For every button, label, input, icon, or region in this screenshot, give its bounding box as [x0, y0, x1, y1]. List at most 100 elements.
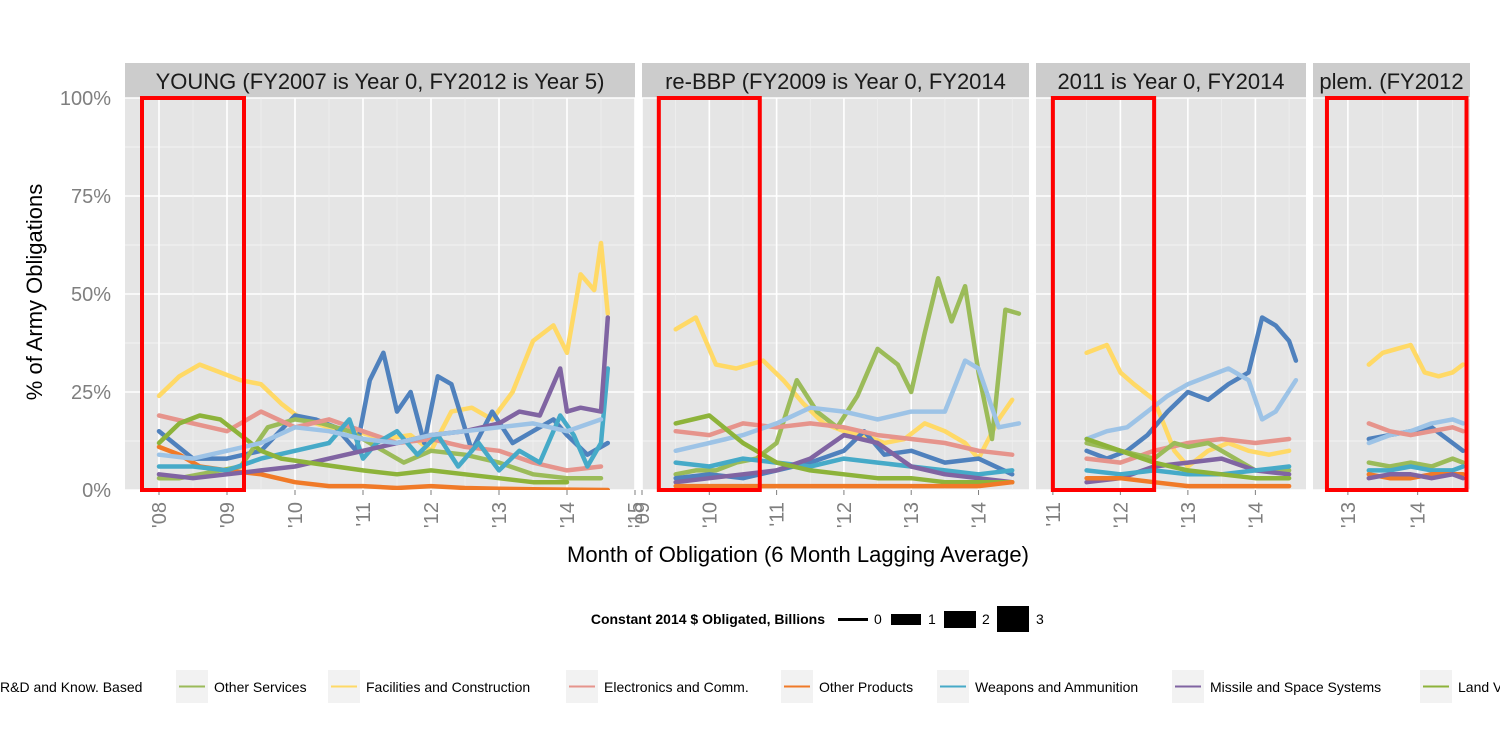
y-tick-label: 75%: [71, 186, 111, 208]
series-line: [1084, 464, 1292, 477]
x-tick-label: '12: [421, 502, 443, 528]
legend-label: Weapons and Ammunition: [975, 679, 1138, 695]
series-line: [1366, 456, 1466, 469]
facet-panel: re-BBP (FY2009 is Year 0, FY2014 '09 '10 '1…: [632, 63, 1029, 528]
facet-panel: plem. (FY2012 '13 '14: [1313, 63, 1470, 528]
series-group: [673, 276, 1022, 489]
x-tick-label: '12: [834, 502, 856, 528]
legend-item: Weapons and Ammunition: [937, 670, 1138, 703]
legend-item: Missile and Space Systems: [1172, 670, 1381, 703]
series-group: [1084, 315, 1299, 489]
y-axis-ticks: 0% 25% 50% 75% 100%: [60, 88, 111, 502]
series-line: [156, 417, 604, 461]
series-line: [1366, 342, 1466, 379]
highlight-box: [1324, 96, 1469, 492]
series-line: [1084, 436, 1292, 481]
size-legend-label: 2: [982, 611, 990, 627]
size-legend-title: Constant 2014 $ Obligated, Billions: [591, 611, 825, 627]
y-tick-label: 50%: [71, 284, 111, 306]
x-tick-label: '11: [767, 502, 789, 527]
y-tick-label: 0%: [82, 480, 111, 502]
series-line: [156, 413, 570, 485]
x-axis-title: Month of Obligation (6 Month Lagging Ave…: [567, 542, 1029, 567]
legend-label: Land Vehicles: [1458, 679, 1500, 695]
series-group: [156, 240, 611, 490]
series-line: [1084, 342, 1292, 469]
facet-strip: [125, 63, 635, 98]
legend-label: Other Services: [214, 679, 307, 695]
facet-panels: YOUNG (FY2007 is Year 0, FY2012 is Year …: [125, 63, 1470, 528]
x-tick-label: '11: [353, 502, 375, 527]
x-tick-label: '08: [149, 502, 171, 528]
series-line: [1366, 472, 1466, 481]
facet-strip-label: plem. (FY2012: [1319, 69, 1463, 94]
x-tick-label: '10: [699, 502, 721, 528]
facet-strip: [642, 63, 1029, 98]
facet-panel: 2011 is Year 0, FY2014 '11 '12 '13 '14: [1036, 63, 1306, 528]
series-line: [156, 366, 611, 473]
facet-strip-label: re-BBP (FY2009 is Year 0, FY2014: [665, 69, 1006, 94]
series-line: [1084, 366, 1299, 442]
category-legend: R&D and Know. Based Other Services Facilit…: [0, 670, 1500, 703]
legend-label: Missile and Space Systems: [1210, 679, 1381, 695]
size-legend-label: 3: [1036, 611, 1044, 627]
series-line: [673, 432, 1015, 485]
x-tick-label: '14: [969, 502, 991, 528]
y-axis-title: % of Army Obligations: [22, 184, 47, 400]
x-tick-label: '09: [632, 502, 654, 528]
series-line: [1084, 475, 1292, 489]
legend-item: Other Services: [176, 670, 307, 703]
legend-item: R&D and Know. Based: [0, 679, 142, 695]
series-line: [673, 421, 1015, 457]
size-legend-label: 1: [928, 611, 936, 627]
size-key-2: [944, 611, 976, 628]
facet-panel: YOUNG (FY2007 is Year 0, FY2012 is Year …: [125, 63, 647, 528]
x-tick-label: '14: [557, 502, 579, 528]
series-line: [673, 276, 1022, 477]
x-tick-label: '14: [1245, 502, 1267, 528]
size-legend: Constant 2014 $ Obligated, Billions 0 1 …: [591, 606, 1044, 632]
series-group: [1366, 342, 1466, 481]
x-tick-label: '12: [1110, 502, 1132, 528]
x-tick-label: '13: [1178, 502, 1200, 528]
x-tick-label: '13: [901, 502, 923, 528]
facet-strip: [1036, 63, 1306, 98]
size-key-1: [891, 614, 921, 625]
size-key-3: [997, 606, 1029, 632]
facet-strip-label: YOUNG (FY2007 is Year 0, FY2012 is Year …: [156, 69, 605, 94]
legend-item: Electronics and Comm.: [566, 670, 749, 703]
x-tick-label: '14: [1408, 502, 1430, 528]
series-line: [1366, 464, 1466, 473]
series-line: [673, 479, 1015, 489]
series-line: [673, 315, 1015, 461]
highlight-box: [1050, 96, 1157, 492]
facet-strip: [1313, 63, 1470, 98]
legend-item: Other Products: [781, 670, 913, 703]
x-tick-label: '09: [217, 502, 239, 528]
x-tick-label: '10: [285, 502, 307, 528]
legend-label: R&D and Know. Based: [0, 679, 142, 695]
series-line: [673, 456, 1015, 477]
y-tick-label: 25%: [71, 382, 111, 404]
size-legend-label: 0: [874, 611, 882, 627]
series-line: [156, 240, 611, 454]
highlight-box: [656, 96, 762, 492]
facet-strip-label: 2011 is Year 0, FY2014: [1057, 69, 1284, 94]
series-line: [1366, 421, 1466, 438]
x-tick-label: '11: [1043, 502, 1065, 527]
x-tick-label: '13: [1338, 502, 1360, 528]
legend-item: Land Vehicles: [1420, 670, 1500, 703]
size-key-0: [838, 618, 868, 621]
legend-item: Facilities and Construction: [328, 670, 530, 703]
legend-label: Other Products: [819, 679, 913, 695]
series-line: [673, 358, 1022, 454]
highlight-box: [140, 96, 246, 492]
x-tick-label: '13: [489, 502, 511, 528]
series-line: [1084, 436, 1292, 465]
series-line: [673, 413, 1015, 485]
series-line: [1366, 417, 1466, 446]
x-tick-label: '15: [625, 502, 647, 528]
series-line: [156, 417, 604, 481]
series-line: [673, 428, 1015, 481]
